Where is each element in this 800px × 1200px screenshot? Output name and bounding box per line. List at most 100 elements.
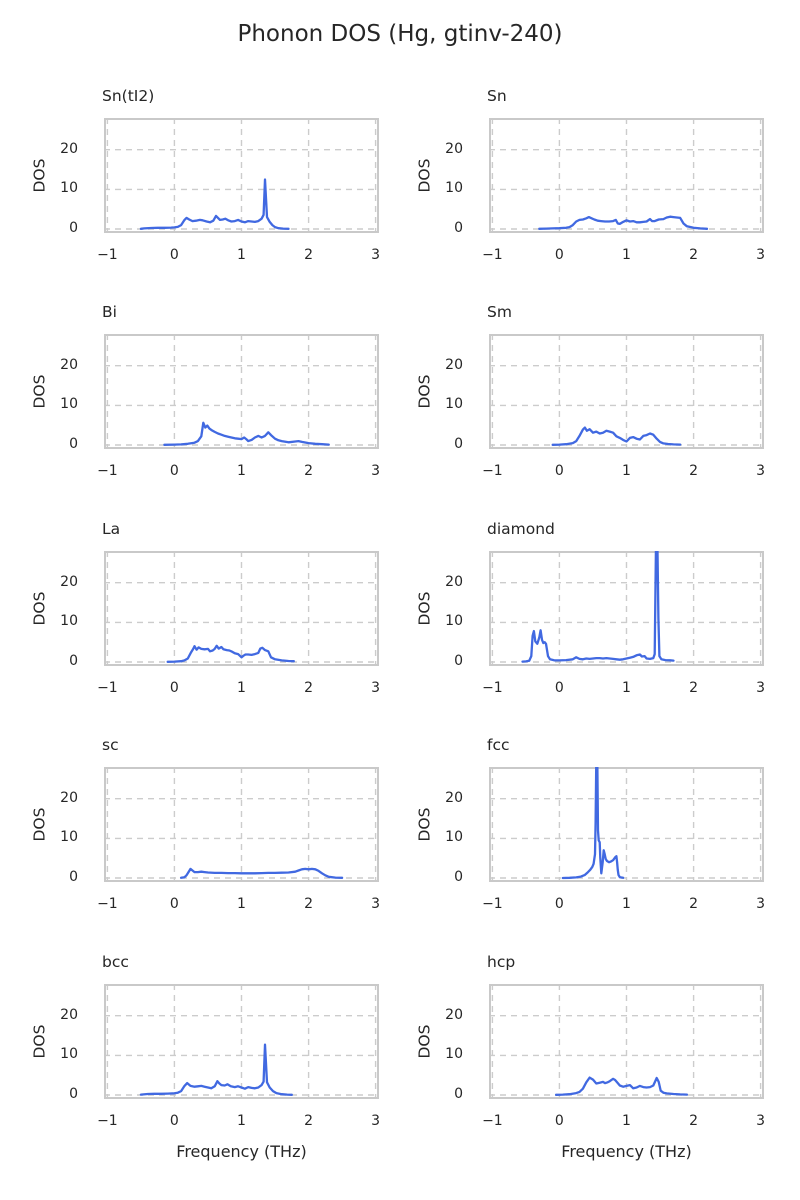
x-tick-label: −1 (97, 680, 118, 696)
x-tick-label: 3 (371, 247, 381, 263)
y-tick-label: 0 (69, 653, 78, 669)
x-tick-label: 3 (371, 680, 381, 696)
y-tick-label: 10 (60, 613, 78, 630)
subplot-la: La DOS −1 0 1 2 3 0 10 20 (31, 520, 381, 696)
y-tick-label: 0 (454, 220, 463, 236)
x-tick-label: −1 (97, 896, 118, 912)
y-tick-label: 20 (60, 573, 78, 590)
x-tick-label: 2 (304, 463, 314, 479)
plot-area (104, 551, 379, 666)
x-tick-label: −1 (482, 680, 503, 696)
x-axis-label: Frequency (THz) (176, 1142, 307, 1161)
x-tick-label: 3 (756, 247, 766, 263)
subplot-title: Sn(tI2) (102, 87, 155, 105)
x-tick-label: 0 (169, 1113, 179, 1129)
x-tick-label: 1 (237, 680, 246, 696)
x-axis-label: Frequency (THz) (561, 1142, 692, 1161)
x-tick-label: 0 (554, 896, 564, 912)
subplot-title: Bi (102, 303, 117, 321)
y-tick-label: 20 (445, 789, 463, 806)
x-tick-label: 0 (169, 247, 179, 263)
y-tick-label: 20 (60, 140, 78, 157)
x-tick-label: 1 (622, 1113, 631, 1129)
y-tick-label: 0 (454, 1086, 463, 1102)
y-tick-label: 20 (60, 356, 78, 373)
x-tick-label: 2 (689, 1113, 699, 1129)
figure-title: Phonon DOS (Hg, gtinv-240) (237, 21, 563, 47)
subplot-fcc: fcc DOS −1 0 1 2 3 0 10 20 (416, 736, 766, 912)
x-tick-label: 1 (622, 680, 631, 696)
y-tick-label: 0 (69, 869, 78, 885)
plot-area (104, 118, 379, 233)
y-tick-label: 10 (445, 396, 463, 413)
y-tick-label: 10 (60, 180, 78, 197)
y-tick-label: 0 (454, 653, 463, 669)
plot-area (104, 334, 379, 449)
x-tick-label: 3 (756, 896, 766, 912)
x-tick-label: 2 (304, 247, 314, 263)
x-tick-label: 0 (554, 1113, 564, 1129)
x-tick-label: 3 (756, 680, 766, 696)
x-tick-label: 2 (689, 463, 699, 479)
x-tick-label: 2 (689, 247, 699, 263)
x-tick-label: 0 (169, 463, 179, 479)
subplot-title: Sn (487, 87, 507, 105)
subplot-sn: Sn DOS −1 0 1 2 3 0 10 20 (416, 87, 766, 263)
plot-area (489, 334, 764, 449)
x-tick-label: 3 (756, 463, 766, 479)
y-tick-label: 10 (60, 396, 78, 413)
subplot-title: La (102, 520, 121, 538)
x-tick-label: 0 (169, 896, 179, 912)
x-tick-label: −1 (97, 463, 118, 479)
x-tick-label: 3 (371, 463, 381, 479)
x-tick-label: 2 (304, 1113, 314, 1129)
x-tick-label: 1 (622, 247, 631, 263)
x-tick-label: 0 (554, 680, 564, 696)
y-tick-label: 20 (445, 356, 463, 373)
subplot-bcc: bcc DOS Frequency (THz) −1 0 1 2 3 0 10 20 (31, 953, 381, 1161)
x-tick-label: 3 (371, 896, 381, 912)
y-tick-label: 20 (60, 789, 78, 806)
x-tick-label: 2 (304, 680, 314, 696)
x-tick-label: −1 (482, 1113, 503, 1129)
subplot-sc: sc DOS −1 0 1 2 3 0 10 20 (31, 736, 381, 912)
x-tick-label: 1 (237, 1113, 246, 1129)
x-tick-label: 2 (689, 896, 699, 912)
subplot-title: sc (102, 736, 119, 754)
subplot-sn-ti2: Sn(tI2) DOS −1 0 1 2 3 0 10 20 (31, 87, 381, 263)
subplot-diamond: diamond DOS −1 0 1 2 3 0 10 20 (416, 520, 766, 696)
plot-area (489, 984, 764, 1099)
x-tick-label: 0 (554, 247, 564, 263)
x-tick-label: −1 (97, 1113, 118, 1129)
y-tick-label: 20 (445, 140, 463, 157)
y-tick-label: 10 (60, 1046, 78, 1063)
subplot-title: bcc (102, 953, 129, 971)
plot-area (489, 767, 764, 882)
y-tick-label: 10 (445, 1046, 463, 1063)
y-tick-label: 20 (60, 1006, 78, 1023)
plot-area (104, 984, 379, 1099)
x-tick-label: −1 (482, 463, 503, 479)
x-tick-label: 1 (237, 463, 246, 479)
y-tick-label: 0 (69, 220, 78, 236)
x-tick-label: −1 (482, 896, 503, 912)
x-tick-label: 1 (622, 463, 631, 479)
x-tick-label: 0 (554, 463, 564, 479)
x-tick-label: 1 (622, 896, 631, 912)
x-tick-label: 2 (689, 680, 699, 696)
x-tick-label: 1 (237, 247, 246, 263)
plot-area (104, 767, 379, 882)
subplot-title: hcp (487, 953, 516, 971)
x-tick-label: 0 (169, 680, 179, 696)
subplot-title: fcc (487, 736, 510, 754)
y-tick-label: 20 (445, 573, 463, 590)
plot-area (489, 551, 764, 666)
y-tick-label: 0 (454, 436, 463, 452)
y-tick-label: 0 (69, 1086, 78, 1102)
x-tick-label: 3 (756, 1113, 766, 1129)
x-tick-label: 1 (237, 896, 246, 912)
x-tick-label: 2 (304, 896, 314, 912)
subplot-title: Sm (487, 303, 512, 321)
x-tick-label: −1 (482, 247, 503, 263)
x-tick-label: −1 (97, 247, 118, 263)
